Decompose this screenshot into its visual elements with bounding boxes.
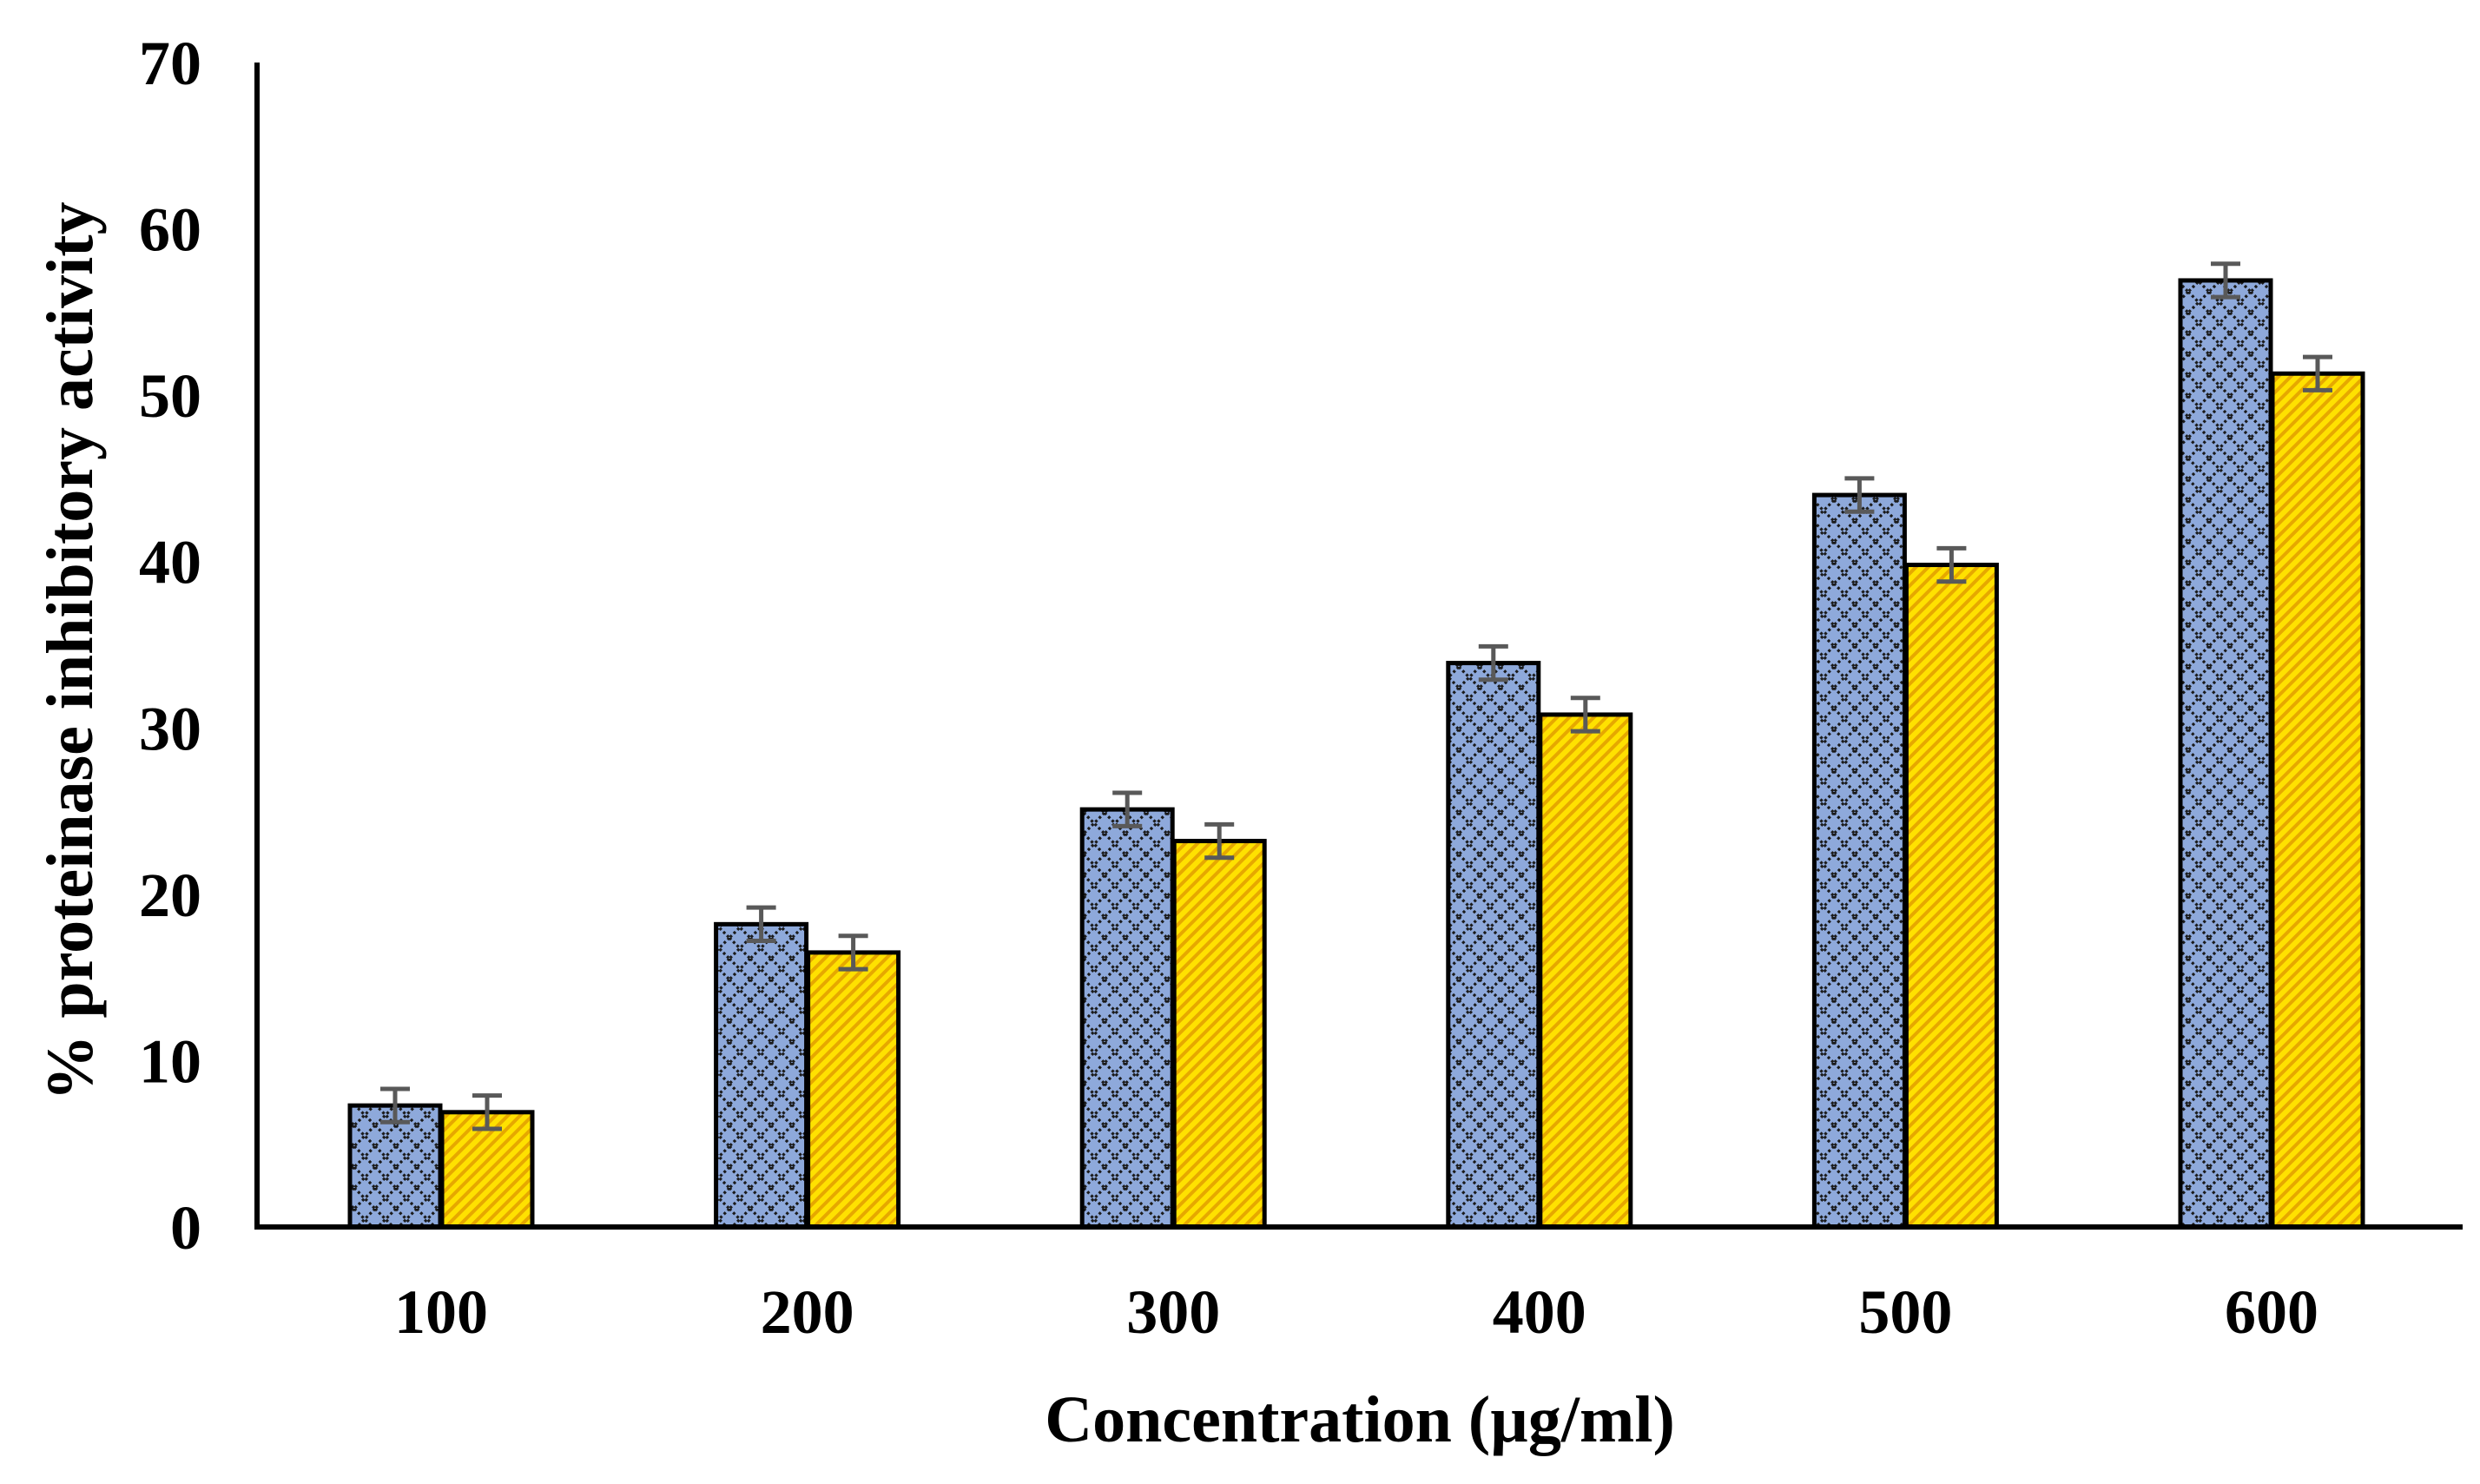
bar-2-400 — [1538, 712, 1633, 1230]
bars-layer — [347, 278, 2365, 1230]
y-tick-label: 60 — [139, 195, 201, 265]
bar-1-500 — [1811, 492, 1907, 1230]
bar-1-200 — [714, 921, 809, 1230]
y-tick-labels: 0 10 20 30 40 50 60 70 — [139, 29, 201, 1263]
x-axis-title: Concentration (µg/ml) — [1045, 1383, 1675, 1456]
error-bar-1-300 — [1112, 790, 1143, 828]
x-tick-label: 500 — [1858, 1277, 1952, 1347]
x-tick-label: 600 — [2225, 1277, 2318, 1347]
error-bars-layer — [380, 261, 2332, 1131]
error-bar-1-600 — [2211, 261, 2240, 300]
error-bar-2-200 — [838, 933, 868, 972]
x-tick-labels: 100 200 300 400 500 600 — [394, 1277, 2318, 1347]
x-tick-label: 400 — [1493, 1277, 1586, 1347]
y-tick-label: 0 — [170, 1193, 201, 1263]
error-bar-2-100 — [472, 1093, 502, 1131]
y-tick-label: 10 — [139, 1026, 201, 1096]
bar-2-200 — [806, 950, 901, 1230]
x-tick-label: 200 — [761, 1277, 854, 1347]
x-tick-label: 300 — [1126, 1277, 1220, 1347]
error-bar-2-400 — [1570, 696, 1600, 734]
y-tick-label: 70 — [139, 29, 201, 98]
bar-1-400 — [1446, 661, 1541, 1230]
bar-2-300 — [1171, 839, 1267, 1230]
x-tick-label: 100 — [394, 1277, 488, 1347]
y-tick-label: 40 — [139, 528, 201, 597]
error-bar-2-500 — [1936, 545, 1967, 584]
y-tick-label: 30 — [139, 694, 201, 763]
error-bar-2-300 — [1204, 821, 1235, 861]
error-bar-1-200 — [746, 905, 776, 943]
error-bar-1-100 — [380, 1086, 410, 1125]
y-axis-title: % proteinase inhibitory activity — [34, 201, 107, 1100]
error-bar-1-500 — [1844, 476, 1875, 514]
y-tick-label: 50 — [139, 361, 201, 431]
bar-2-500 — [1903, 563, 1999, 1230]
bar-2-600 — [2270, 371, 2365, 1230]
error-bar-1-400 — [1478, 643, 1508, 683]
bar-1-300 — [1079, 807, 1175, 1230]
bar-1-600 — [2178, 278, 2273, 1230]
y-tick-label: 20 — [139, 861, 201, 930]
error-bar-2-600 — [2303, 354, 2332, 392]
